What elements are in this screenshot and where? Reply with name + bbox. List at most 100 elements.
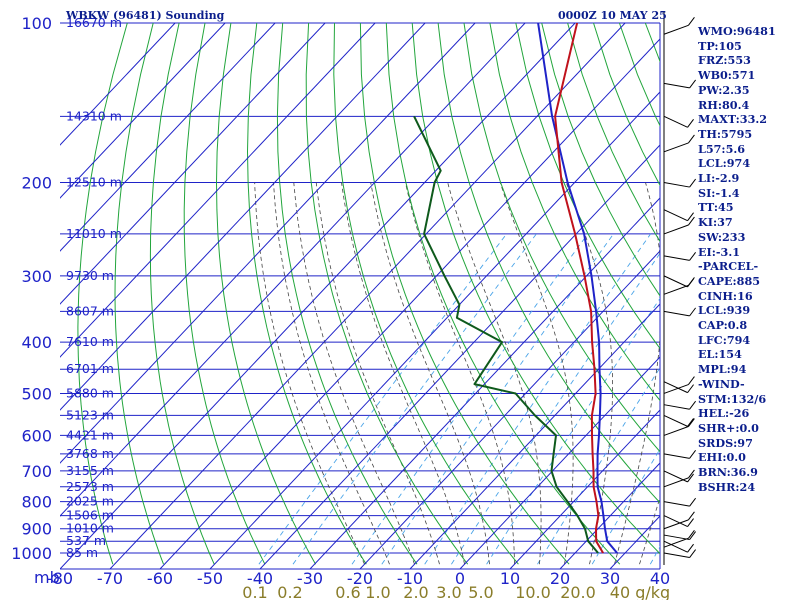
stat-item: CAP:0.8: [698, 318, 798, 333]
wind-barb: [664, 183, 690, 188]
mixing-ratio-label: 2.0: [403, 583, 428, 600]
wind-barb: [664, 83, 690, 88]
wind-barb: [664, 311, 690, 316]
pressure-grid: [60, 23, 660, 569]
stat-item: WB0:571: [698, 68, 798, 83]
height-label: 9730 m: [66, 268, 114, 283]
wind-barb-feather: [690, 450, 696, 458]
moist-adiabat: [615, 183, 663, 565]
moist-adiabat: [371, 183, 490, 565]
dry-adiabat: [115, 23, 164, 564]
pressure-label: 600: [21, 426, 52, 445]
height-label: 3155 m: [66, 463, 114, 478]
stat-item: L57:5.6: [698, 142, 798, 157]
mixing-ratio-label: 10.0: [515, 583, 551, 600]
stat-item: BSHR:24: [698, 480, 798, 495]
stat-item: FRZ:553: [698, 53, 798, 68]
stat-item: BRN:36.9: [698, 465, 798, 480]
stat-item: CAPE:885: [698, 274, 798, 289]
height-label: 14310 m: [66, 108, 122, 123]
pressure-label: 1000: [11, 544, 52, 563]
dry-adiabat: [306, 23, 468, 564]
stat-item: MPL:94: [698, 362, 798, 377]
wind-barb: [664, 382, 688, 393]
height-label: 2573 m: [66, 479, 114, 494]
height-label: 5880 m: [66, 385, 114, 400]
mixing-ratio-line: [259, 234, 507, 564]
pressure-unit-label: mb: [34, 568, 60, 587]
stat-item: LCL:974: [698, 156, 798, 171]
wind-barb: [664, 285, 688, 294]
wind-barb-feather: [688, 119, 694, 127]
pressure-label: 800: [21, 493, 52, 512]
wind-barb-feather: [688, 544, 694, 552]
moist-adiabat: [500, 183, 573, 565]
height-label: 11010 m: [66, 226, 122, 241]
stat-item: PW:2.35: [698, 83, 798, 98]
dry-adiabat: [217, 23, 316, 564]
stat-item: -PARCEL-: [698, 259, 798, 274]
stat-item: SW:233: [698, 230, 798, 245]
mixing-ratio-label: 20.0: [560, 583, 596, 600]
stat-item: TP:105: [698, 39, 798, 54]
wind-barb-feather: [688, 377, 694, 385]
dry-adiabat: [184, 23, 265, 564]
stat-item: LFC:794: [698, 333, 798, 348]
wind-barb-feather: [690, 80, 696, 88]
wind-barb: [664, 415, 688, 426]
stat-item: MAXT:33.2: [698, 112, 798, 127]
wind-barb-feather: [688, 418, 694, 426]
chart-datetime: 0000Z 10 MAY 25: [558, 9, 667, 22]
mixing-ratio-label: 1.0: [365, 583, 390, 600]
pressure-label: 200: [21, 174, 52, 193]
wind-barb-feather: [690, 308, 696, 316]
moist-adiabat: [274, 183, 390, 565]
pressure-label: 900: [21, 520, 52, 539]
stat-item: TH:5795: [698, 127, 798, 142]
mixing-ratio-label: 0.6: [335, 583, 360, 600]
wind-barb-feather: [690, 401, 696, 409]
wind-barb: [664, 427, 688, 436]
wind-barb: [664, 143, 688, 152]
wind-barb: [664, 385, 688, 394]
temperature-line: [555, 23, 603, 553]
stat-item: LCL:939: [698, 303, 798, 318]
mixing-ratio-label: 40 g/kg: [610, 583, 670, 600]
stat-item: EI:-3.1: [698, 245, 798, 260]
wind-barb: [664, 25, 688, 34]
height-label: 2025 m: [66, 494, 114, 509]
temperature-tick-label: -50: [197, 569, 223, 588]
height-label: 12510 m: [66, 175, 122, 190]
stat-item: KI:37: [698, 215, 798, 230]
wind-barb: [664, 454, 690, 459]
stat-item: RH:80.4: [698, 98, 798, 113]
height-label: 6701 m: [66, 361, 114, 376]
temperature-tick-label: -60: [147, 569, 173, 588]
height-label: 5123 m: [66, 407, 114, 422]
stat-item: TT:45: [698, 200, 798, 215]
pressure-label: 300: [21, 267, 52, 286]
wind-barb: [664, 225, 688, 234]
wind-barb: [664, 478, 688, 487]
wind-barb-feather: [690, 498, 696, 506]
pressure-label: 100: [21, 14, 52, 33]
wind-barb: [664, 256, 690, 261]
stat-item: STM:132/6: [698, 392, 798, 407]
wind-barb: [664, 502, 690, 507]
wind-barb-feather: [688, 277, 694, 285]
wind-barb: [664, 210, 688, 221]
wind-barb: [664, 276, 688, 287]
wind-barb: [664, 553, 690, 558]
mixing-ratio-line: [451, 234, 673, 564]
mixing-ratio-label: 0.2: [277, 583, 302, 600]
stat-item: SHR+:0.0: [698, 421, 798, 436]
moist-adiabat: [566, 183, 612, 565]
stat-item: EHI:0.0: [698, 450, 798, 465]
dry-adiabat: [150, 23, 214, 564]
height-label: 85 m: [66, 545, 98, 560]
stat-item: SRDS:97: [698, 436, 798, 451]
mixing-ratio-line: [425, 234, 651, 564]
